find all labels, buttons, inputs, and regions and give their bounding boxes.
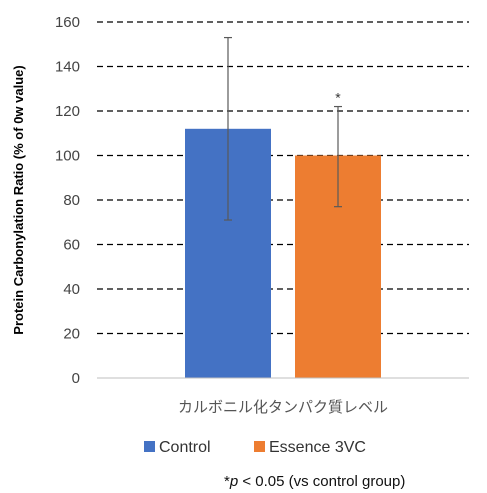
bars — [185, 128, 381, 378]
legend-label-control: Control — [159, 439, 211, 456]
legend-swatch-essence-3vc — [254, 441, 265, 452]
y-tick-label-160: 160 — [55, 14, 80, 31]
legend: Control Essence 3VC — [144, 439, 366, 456]
y-tick-label-80: 80 — [63, 192, 80, 209]
y-tick-label-40: 40 — [63, 281, 80, 298]
legend-swatch-control — [144, 441, 155, 452]
y-tick-label-20: 20 — [63, 326, 80, 343]
footnote: *p < 0.05 (vs control group) — [224, 473, 405, 490]
legend-label-essence-3vc: Essence 3VC — [269, 439, 366, 456]
significance-marker: * — [335, 90, 341, 106]
y-tick-label-120: 120 — [55, 103, 80, 120]
footnote-star: * — [224, 473, 230, 490]
error-bars — [224, 36, 342, 221]
y-axis-label: Protein Carbonylation Ratio (% of 0w val… — [11, 65, 26, 334]
y-tick-label-100: 100 — [55, 148, 80, 165]
y-tick-label-60: 60 — [63, 237, 80, 254]
footnote-text: < 0.05 (vs control group) — [238, 473, 405, 490]
gridlines — [97, 21, 469, 335]
y-axis-ticks: 0 20 40 60 80 100 120 140 160 — [55, 14, 80, 387]
category-label: カルボニル化タンパク質レベル — [178, 398, 388, 416]
y-tick-label-140: 140 — [55, 59, 80, 76]
y-tick-label-0: 0 — [72, 370, 80, 387]
footnote-p: p — [229, 473, 238, 490]
